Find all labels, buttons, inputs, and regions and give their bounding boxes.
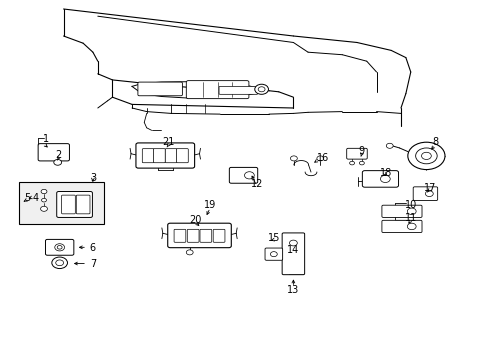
Text: 14: 14: [286, 245, 299, 255]
FancyBboxPatch shape: [381, 205, 421, 217]
FancyBboxPatch shape: [142, 149, 154, 163]
Circle shape: [41, 206, 47, 211]
Circle shape: [244, 172, 254, 179]
FancyBboxPatch shape: [165, 149, 177, 163]
Text: 17: 17: [423, 183, 436, 193]
Text: 4: 4: [32, 193, 38, 203]
FancyBboxPatch shape: [138, 82, 182, 96]
FancyBboxPatch shape: [136, 143, 194, 168]
FancyBboxPatch shape: [57, 192, 92, 217]
Circle shape: [425, 191, 432, 197]
Circle shape: [349, 161, 354, 165]
FancyBboxPatch shape: [219, 86, 257, 94]
Circle shape: [407, 208, 415, 215]
Circle shape: [55, 244, 64, 251]
Text: 6: 6: [90, 243, 96, 253]
Circle shape: [270, 252, 277, 257]
Circle shape: [316, 156, 323, 161]
Circle shape: [407, 223, 415, 230]
Circle shape: [386, 143, 392, 148]
FancyBboxPatch shape: [174, 229, 185, 242]
Text: 18: 18: [379, 168, 392, 178]
Text: 15: 15: [267, 233, 280, 243]
FancyBboxPatch shape: [282, 233, 304, 275]
FancyBboxPatch shape: [167, 223, 231, 248]
Circle shape: [52, 257, 67, 269]
FancyBboxPatch shape: [229, 167, 257, 183]
Text: 3: 3: [90, 173, 96, 183]
Circle shape: [289, 240, 297, 246]
FancyBboxPatch shape: [362, 171, 398, 187]
Text: 1: 1: [43, 134, 49, 144]
Text: 12: 12: [250, 179, 263, 189]
FancyBboxPatch shape: [200, 229, 211, 242]
Text: 7: 7: [90, 258, 96, 269]
FancyBboxPatch shape: [61, 195, 75, 214]
Text: 5: 5: [24, 193, 30, 203]
FancyBboxPatch shape: [153, 149, 165, 163]
FancyBboxPatch shape: [412, 187, 437, 201]
Text: 21: 21: [162, 137, 175, 147]
Text: 13: 13: [286, 285, 299, 295]
FancyBboxPatch shape: [45, 239, 74, 255]
Circle shape: [54, 159, 61, 165]
Circle shape: [258, 87, 264, 92]
Text: 11: 11: [404, 213, 416, 223]
Circle shape: [254, 84, 268, 94]
FancyBboxPatch shape: [346, 148, 366, 159]
Circle shape: [186, 250, 193, 255]
Text: 10: 10: [404, 200, 416, 210]
Circle shape: [407, 142, 444, 170]
FancyBboxPatch shape: [381, 220, 421, 233]
FancyBboxPatch shape: [213, 229, 224, 242]
FancyBboxPatch shape: [187, 229, 199, 242]
Circle shape: [380, 175, 389, 183]
Circle shape: [57, 246, 62, 249]
Text: 9: 9: [358, 146, 364, 156]
FancyBboxPatch shape: [186, 81, 248, 99]
FancyBboxPatch shape: [176, 149, 188, 163]
Text: 19: 19: [203, 200, 216, 210]
Circle shape: [421, 152, 430, 159]
FancyBboxPatch shape: [76, 195, 90, 214]
Text: 20: 20: [189, 215, 202, 225]
Circle shape: [290, 156, 297, 161]
FancyBboxPatch shape: [264, 248, 282, 260]
Circle shape: [359, 161, 364, 165]
Circle shape: [41, 189, 47, 194]
Bar: [19, 182, 104, 224]
FancyBboxPatch shape: [38, 144, 69, 161]
Circle shape: [415, 148, 436, 164]
Circle shape: [56, 260, 63, 266]
Text: 16: 16: [316, 153, 328, 163]
Circle shape: [41, 198, 46, 202]
Text: 2: 2: [56, 150, 61, 160]
Text: 8: 8: [431, 137, 437, 147]
